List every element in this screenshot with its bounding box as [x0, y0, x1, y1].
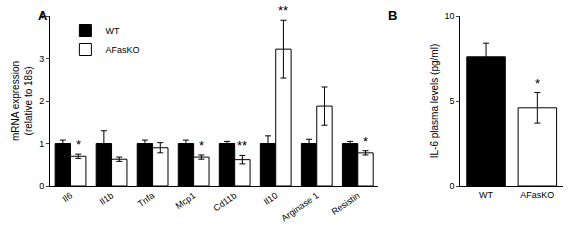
svg-text:AFasKO: AFasKO [105, 45, 139, 55]
svg-text:*: * [76, 137, 81, 152]
svg-text:0: 0 [450, 181, 455, 191]
svg-text:*: * [199, 138, 204, 153]
svg-text:5: 5 [450, 96, 455, 106]
svg-text:AFasKO: AFasKO [520, 190, 554, 200]
svg-text:10: 10 [445, 11, 455, 21]
svg-text:*: * [363, 134, 368, 149]
svg-text:A: A [38, 8, 48, 23]
svg-text:WT: WT [105, 26, 119, 36]
svg-text:WT: WT [479, 190, 493, 200]
svg-text:IL-6 plasma levels (pg/ml): IL-6 plasma levels (pg/ml) [429, 44, 440, 158]
svg-text:Tnfa: Tnfa [136, 190, 156, 209]
svg-text:Il6: Il6 [61, 190, 75, 204]
svg-text:0: 0 [39, 181, 44, 191]
svg-text:*: * [535, 76, 540, 91]
svg-text:**: ** [278, 3, 288, 18]
svg-text:**: ** [237, 138, 247, 153]
svg-text:4: 4 [39, 11, 44, 21]
svg-text:1: 1 [39, 139, 44, 149]
svg-text:3: 3 [39, 54, 44, 64]
svg-text:Resistin: Resistin [330, 190, 362, 217]
svg-text:Arginase 1: Arginase 1 [280, 190, 321, 223]
svg-text:Il1b: Il1b [98, 190, 116, 207]
svg-text:Il10: Il10 [262, 190, 280, 207]
svg-text:mRNA expression(relative to 18: mRNA expression(relative to 18s) [10, 61, 34, 141]
svg-text:Cd11b: Cd11b [211, 190, 238, 213]
svg-text:B: B [388, 8, 397, 23]
svg-text:Mcp1: Mcp1 [174, 190, 198, 211]
svg-text:2: 2 [39, 96, 44, 106]
